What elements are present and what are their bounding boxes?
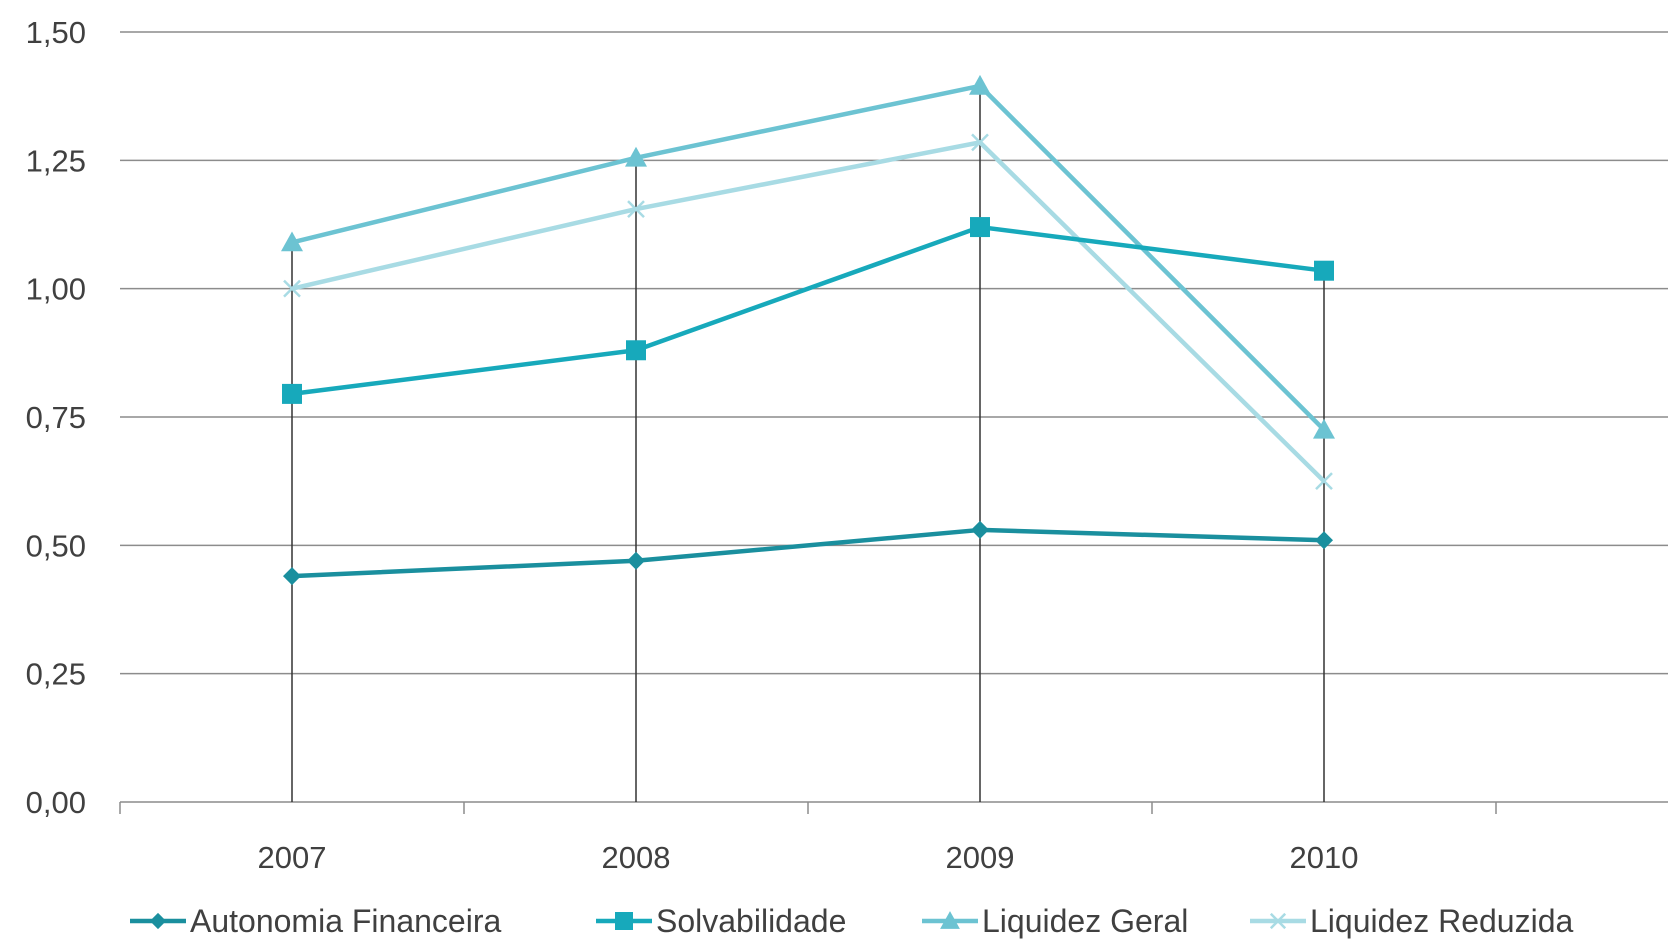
y-tick-label: 1,50 <box>26 15 86 50</box>
diamond-marker <box>149 912 167 930</box>
diamond-marker <box>627 551 645 570</box>
y-axis-ticks: 0,00 0,25 0,50 0,75 1,00 1,25 1,50 <box>26 15 86 820</box>
legend-label: Autonomia Financeira <box>190 903 501 939</box>
x-tick-label: 2008 <box>602 840 671 875</box>
x-tick-label: 2009 <box>946 840 1015 875</box>
y-tick-label: 0,50 <box>26 528 86 563</box>
triangle-marker <box>1313 418 1335 439</box>
x-tick-label: 2010 <box>1290 840 1359 875</box>
y-tick-label: 1,25 <box>26 143 86 178</box>
series-autonomia-financeira <box>283 520 1333 586</box>
legend-item: Autonomia Financeira <box>130 903 501 939</box>
square-marker <box>626 340 646 361</box>
series-line <box>291 140 1326 483</box>
triangle-marker <box>281 231 303 252</box>
triangle-marker <box>940 911 960 929</box>
series-liquidez-geral <box>281 74 1335 439</box>
x-marker <box>627 200 645 218</box>
series-group <box>281 74 1335 586</box>
square-marker <box>970 217 990 238</box>
x-axis: 2007 2008 2009 2010 <box>119 802 1497 875</box>
x-marker <box>283 279 301 298</box>
triangle-marker <box>625 146 647 167</box>
x-tick-label: 2007 <box>258 840 327 875</box>
y-tick-label: 0,00 <box>26 785 86 820</box>
square-marker <box>1314 260 1334 281</box>
legend-item: Liquidez Reduzida <box>1250 903 1574 939</box>
x-marker <box>1315 472 1333 491</box>
y-tick-label: 0,25 <box>26 657 86 692</box>
y-tick-label: 0,75 <box>26 400 86 435</box>
gridlines <box>120 31 1668 803</box>
x-marker <box>971 133 989 152</box>
triangle-marker <box>969 74 991 95</box>
square-marker <box>282 383 302 404</box>
square-marker <box>615 912 633 930</box>
series-line <box>291 83 1326 432</box>
series-line <box>291 527 1325 579</box>
diamond-marker <box>971 520 989 539</box>
legend-item: Liquidez Geral <box>922 903 1188 939</box>
diamond-marker <box>1315 531 1333 550</box>
legend-item: Solvabilidade <box>596 903 846 939</box>
series-liquidez-reduzida <box>283 133 1333 491</box>
x-marker <box>1269 912 1287 930</box>
legend-label: Liquidez Reduzida <box>1310 903 1574 939</box>
series-line <box>291 224 1325 397</box>
series-solvabilidade <box>282 217 1334 404</box>
legend-label: Liquidez Geral <box>982 903 1188 939</box>
legend: Autonomia Financeira Solvabilidade Liquide… <box>130 903 1574 939</box>
drop-lines <box>291 85 1325 802</box>
legend-label: Solvabilidade <box>656 903 846 939</box>
y-tick-label: 1,00 <box>26 272 86 307</box>
diamond-marker <box>283 567 301 586</box>
